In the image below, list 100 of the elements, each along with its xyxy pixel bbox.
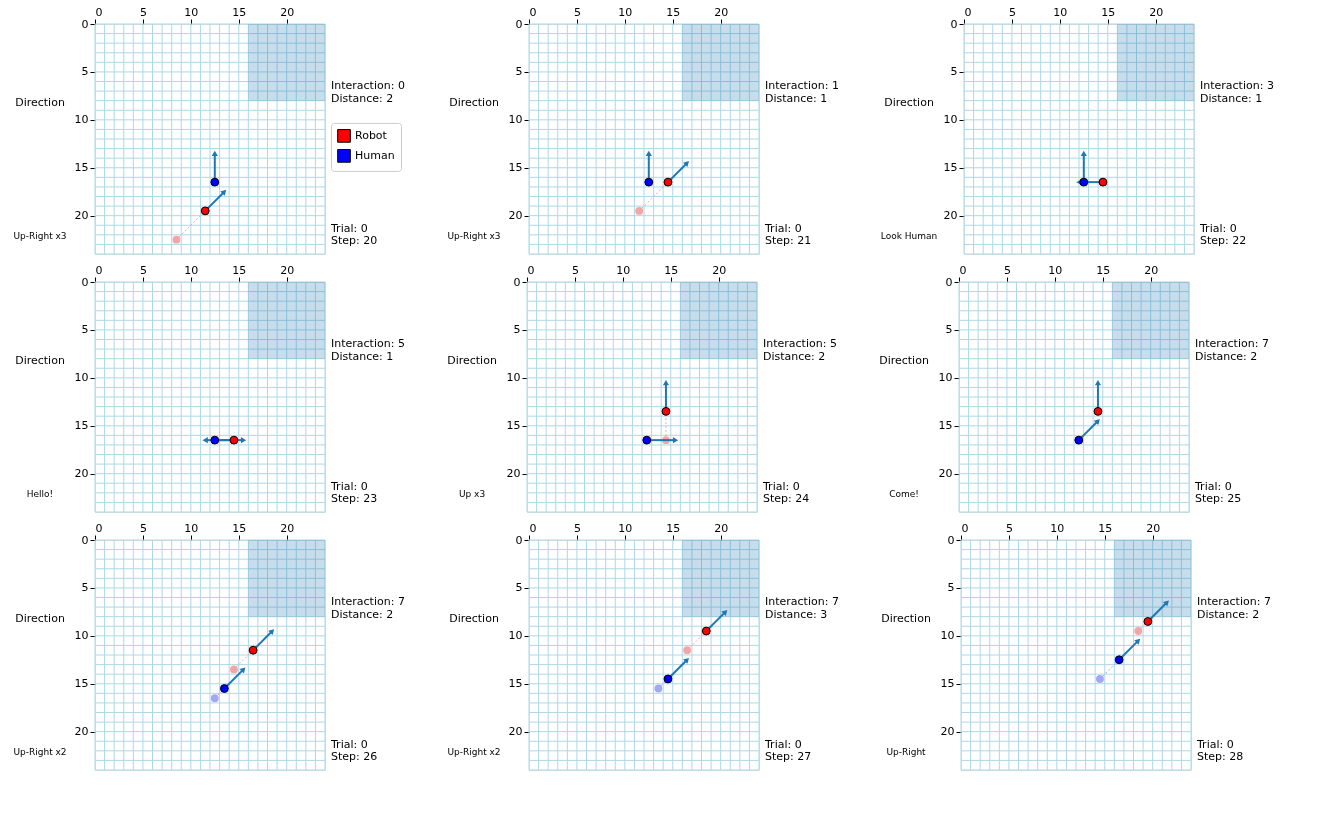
text: Step: 20 xyxy=(331,234,378,248)
y-tick-label: 5 xyxy=(513,323,521,337)
text: Interaction: 5 xyxy=(331,337,405,351)
y-tick-label: 5 xyxy=(947,581,955,595)
x-tick-label: 20 xyxy=(712,263,727,277)
x-tick-label: 5 xyxy=(139,263,147,277)
text: Step: 28 xyxy=(1197,750,1244,764)
y-tick-label: 20 xyxy=(508,209,523,223)
text: Interaction: 3 xyxy=(1200,79,1274,93)
x-tick-label: 15 xyxy=(232,263,247,277)
text: Look Human xyxy=(880,230,938,241)
x-tick-label: 20 xyxy=(714,5,729,19)
x-tick-label: 10 xyxy=(1050,521,1065,535)
x-tick-label: 10 xyxy=(1048,263,1063,277)
text: Step: 25 xyxy=(1195,492,1242,506)
y-tick-label: 15 xyxy=(940,677,955,691)
text: Distance: 2 xyxy=(1197,607,1260,621)
y-tick-label: 0 xyxy=(515,17,523,31)
x-tick-label: 0 xyxy=(527,263,535,277)
text: Distance: 2 xyxy=(331,91,394,105)
text: Distance: 2 xyxy=(763,349,826,363)
y-tick-label: 20 xyxy=(508,725,523,739)
y-tick-label: 15 xyxy=(508,677,523,691)
y-tick-label: 5 xyxy=(950,65,958,79)
text: Distance: 2 xyxy=(1195,349,1258,363)
x-tick-label: 15 xyxy=(666,521,681,535)
x-tick-label: 20 xyxy=(1146,521,1161,535)
y-tick-label: 20 xyxy=(74,467,89,481)
y-tick-label: 15 xyxy=(74,161,89,175)
x-tick-label: 0 xyxy=(95,5,103,19)
text: Interaction: 7 xyxy=(1197,595,1271,609)
text: Direction xyxy=(15,612,65,626)
y-tick-label: 15 xyxy=(508,161,523,175)
text: Distance: 1 xyxy=(765,91,828,105)
x-tick-label: 10 xyxy=(184,521,199,535)
y-tick-label: 15 xyxy=(938,419,953,433)
text: Direction xyxy=(879,354,929,368)
y-tick-label: 10 xyxy=(74,371,89,385)
text: Direction xyxy=(881,612,931,626)
x-tick-label: 5 xyxy=(1008,5,1016,19)
text: Trial: 0 xyxy=(1196,737,1234,751)
text: Trial: 0 xyxy=(330,737,368,751)
x-tick-label: 0 xyxy=(964,5,972,19)
text: Step: 23 xyxy=(331,492,378,506)
text: Distance: 3 xyxy=(765,607,828,621)
text: Step: 22 xyxy=(1200,234,1247,248)
y-tick-label: 15 xyxy=(943,161,958,175)
y-tick-label: 10 xyxy=(508,113,523,127)
x-tick-label: 5 xyxy=(139,5,147,19)
text: Trial: 0 xyxy=(1199,221,1237,235)
y-tick-label: 5 xyxy=(81,581,89,595)
x-tick-label: 0 xyxy=(529,5,537,19)
x-tick-label: 20 xyxy=(714,521,729,535)
text: Distance: 2 xyxy=(331,607,394,621)
text: Up-Right x3 xyxy=(447,230,501,241)
text: Up-Right x2 xyxy=(13,746,67,757)
y-tick-label: 5 xyxy=(515,65,523,79)
y-tick-label: 0 xyxy=(515,533,523,547)
x-tick-label: 15 xyxy=(232,521,247,535)
y-tick-label: 10 xyxy=(940,629,955,643)
text: Step: 24 xyxy=(763,492,810,506)
text: Direction xyxy=(884,96,934,110)
text: Hello! xyxy=(26,488,54,499)
y-tick-label: 10 xyxy=(508,629,523,643)
x-tick-label: 0 xyxy=(529,521,537,535)
y-tick-label: 20 xyxy=(943,209,958,223)
text: Up-Right x2 xyxy=(447,746,501,757)
x-tick-label: 15 xyxy=(664,263,679,277)
y-tick-label: 5 xyxy=(515,581,523,595)
text: Up-Right xyxy=(886,746,927,757)
x-tick-label: 10 xyxy=(618,5,633,19)
x-tick-label: 10 xyxy=(184,263,199,277)
text: Come! xyxy=(889,488,919,499)
y-tick-label: 10 xyxy=(943,113,958,127)
y-tick-label: 20 xyxy=(940,725,955,739)
text: Direction xyxy=(447,354,497,368)
y-tick-label: 0 xyxy=(945,275,953,289)
text: Step: 21 xyxy=(765,234,812,248)
text: Distance: 1 xyxy=(331,349,394,363)
y-tick-label: 15 xyxy=(506,419,521,433)
text: Direction xyxy=(449,612,499,626)
x-tick-label: 20 xyxy=(1149,5,1164,19)
x-tick-label: 10 xyxy=(618,521,633,535)
y-tick-label: 10 xyxy=(74,629,89,643)
y-tick-label: 10 xyxy=(74,113,89,127)
x-tick-label: 15 xyxy=(1096,263,1111,277)
y-tick-label: 5 xyxy=(945,323,953,337)
x-tick-label: 10 xyxy=(616,263,631,277)
y-tick-label: 10 xyxy=(938,371,953,385)
text: Up x3 xyxy=(458,488,486,499)
x-tick-label: 0 xyxy=(961,521,969,535)
y-tick-label: 0 xyxy=(81,275,89,289)
x-tick-label: 5 xyxy=(571,263,579,277)
text: Step: 26 xyxy=(331,750,378,764)
text: Direction xyxy=(15,96,65,110)
y-tick-label: 0 xyxy=(947,533,955,547)
text: Trial: 0 xyxy=(330,479,368,493)
y-tick-label: 20 xyxy=(74,725,89,739)
x-tick-label: 0 xyxy=(95,521,103,535)
y-tick-label: 5 xyxy=(81,65,89,79)
